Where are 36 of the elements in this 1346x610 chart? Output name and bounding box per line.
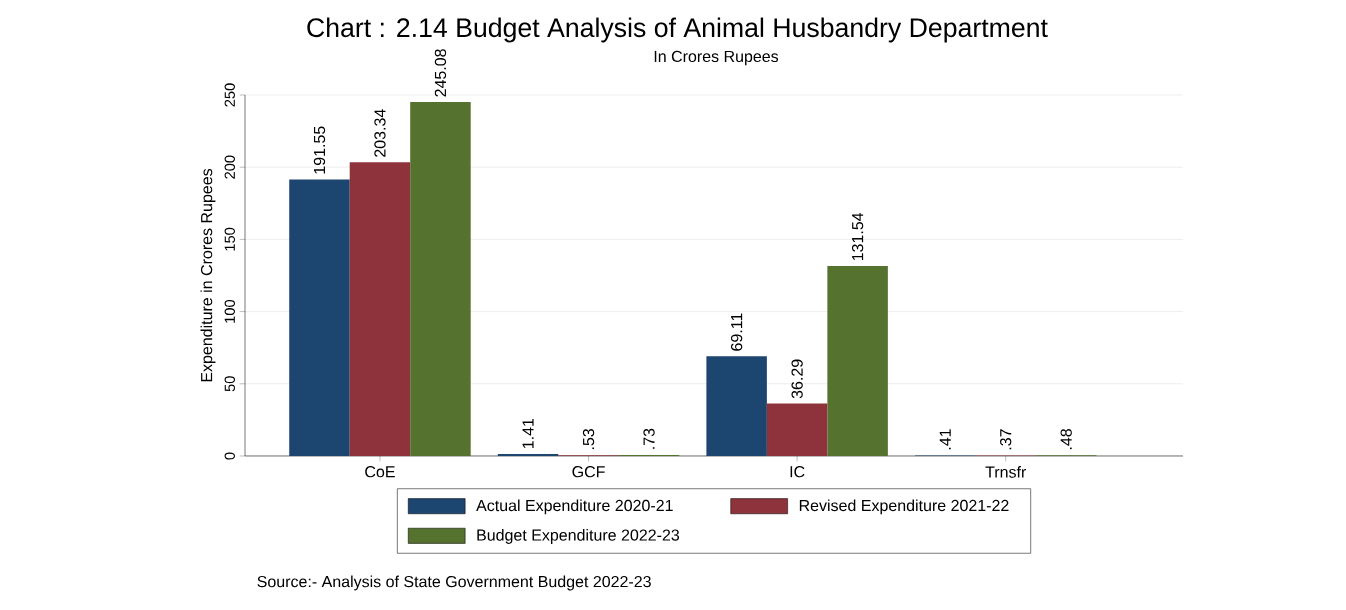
y-tick-label: 150: [224, 227, 235, 251]
chart-title: Chart : 2.14 Budget Analysis of Animal Husbandry Department: [307, 17, 1048, 43]
legend-label: Budget Expenditure 2022-23: [477, 529, 680, 544]
bar: [827, 266, 888, 456]
data-label: .73: [643, 428, 655, 449]
data-label: .41: [939, 429, 951, 450]
y-tick-label: 50: [224, 376, 235, 392]
y-tick-label: 0: [224, 452, 235, 460]
data-label: 36.29: [791, 359, 803, 399]
data-label: 1.41: [522, 418, 534, 449]
source-note: Source:- Analysis of State Government Budget 2022-23: [257, 575, 651, 591]
bar: [349, 162, 411, 456]
legend-label: Actual Expenditure 2020-21: [476, 499, 673, 515]
x-tick-label: Trnsfr: [985, 466, 1027, 478]
y-tick-label: 100: [224, 299, 235, 323]
bar: [497, 453, 559, 456]
data-label: 191.55: [313, 126, 326, 174]
legend-label: Revised Expenditure 2021-22: [799, 499, 1009, 515]
x-tick-label: IC: [790, 466, 805, 478]
data-label: 131.54: [851, 212, 864, 261]
x-tick-label: GCF: [572, 466, 605, 478]
data-label: 203.34: [374, 109, 386, 157]
y-tick-label: 200: [224, 155, 235, 179]
data-label: .48: [1060, 429, 1072, 450]
chart-subtitle: In Crores Rupees: [654, 50, 779, 66]
data-label: .53: [582, 428, 595, 450]
y-tick-label: 250: [224, 83, 235, 107]
bar: [410, 102, 471, 456]
bar: [706, 356, 767, 456]
bar: [289, 179, 350, 456]
x-tick-label: CoE: [365, 466, 395, 478]
bar: [766, 403, 828, 456]
data-label: 245.08: [434, 49, 447, 97]
data-label: .37: [1000, 429, 1012, 450]
data-label: 69.11: [730, 313, 743, 351]
y-axis-title: Expenditure in Crores Rupees: [200, 168, 216, 382]
